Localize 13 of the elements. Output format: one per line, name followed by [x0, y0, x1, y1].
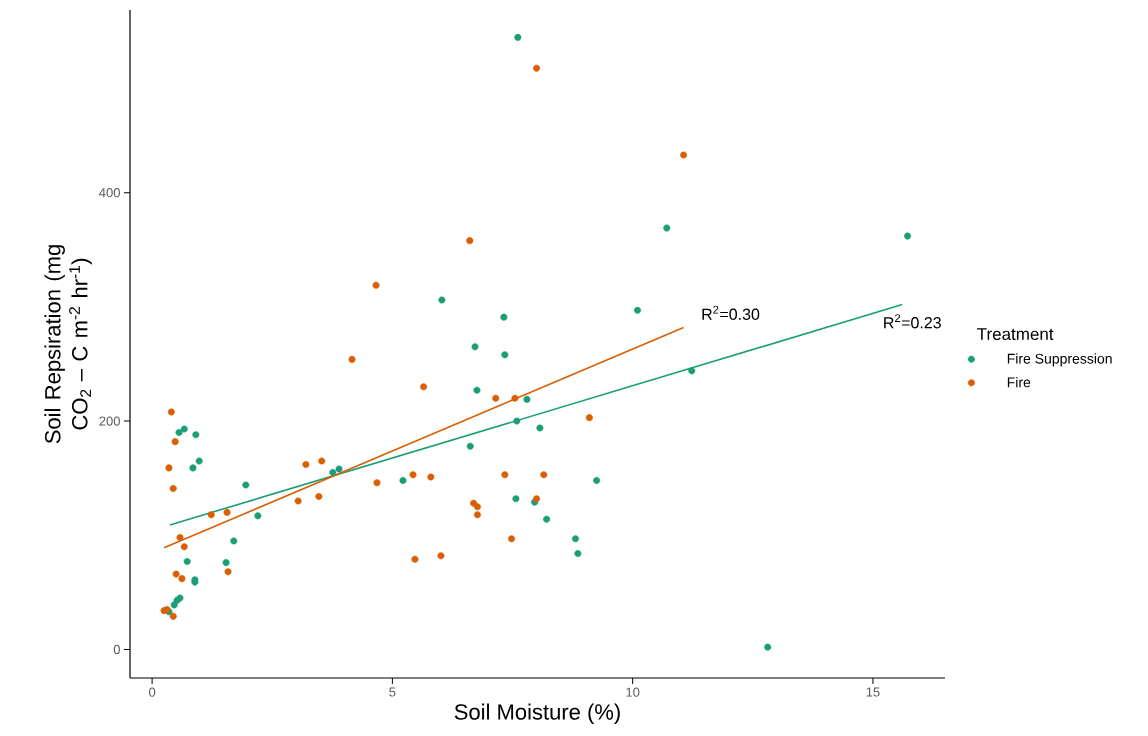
- y-tick-label: 400: [99, 188, 120, 198]
- annotation: R$^{2}$=0.23: [884, 314, 941, 329]
- x-tick-label: 5: [389, 687, 396, 697]
- x-tick-label: 10: [626, 687, 640, 697]
- y-tick-label: 0: [113, 644, 120, 655]
- x-tick-label: 15: [866, 687, 880, 697]
- x-axis-title: Soil Moisture (%): [454, 703, 620, 725]
- annotation: R$^{2}$=0.30: [702, 305, 760, 320]
- legend-title: Treatment: [977, 328, 1054, 341]
- y-tick-label: 200: [99, 416, 120, 426]
- legend-label: Fire Suppression: [1007, 353, 1112, 367]
- x-tick-label: 0: [148, 687, 156, 697]
- legend-label: Fire: [1007, 377, 1031, 388]
